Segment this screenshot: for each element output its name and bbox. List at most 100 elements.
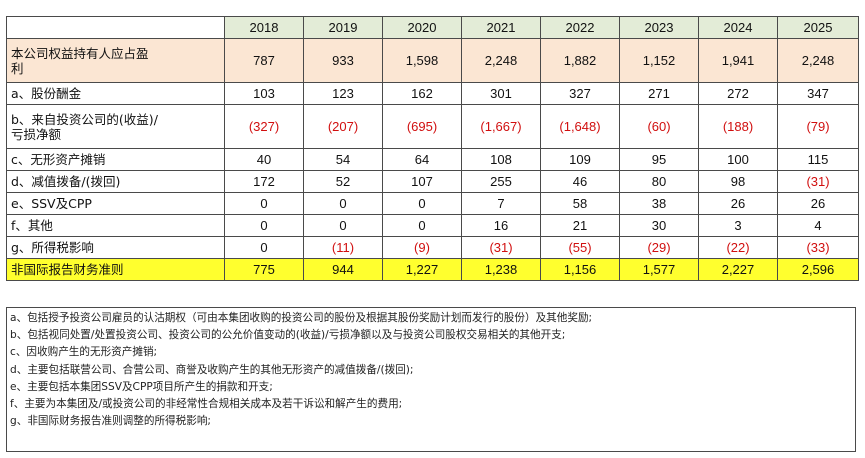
non-ifrs-reconciliation-table: 2018 2019 2020 2021 2022 2023 2024 2025 本公司权益持有人…	[6, 16, 859, 281]
value-cell: 40	[224, 148, 304, 171]
row-label: 本公司权益持有人应占盈 利	[6, 38, 225, 83]
value-cell: (55)	[540, 236, 620, 259]
value-cell: (22)	[698, 236, 778, 259]
value-cell: 0	[303, 214, 383, 237]
year-header-cell: 2025	[777, 16, 859, 39]
value-cell: 0	[382, 214, 462, 237]
value-cell: 1,227	[382, 258, 462, 281]
value-cell: 775	[224, 258, 304, 281]
value-cell: 7	[461, 192, 541, 215]
value-cell: 80	[619, 170, 699, 193]
footnote-line: f、主要为本集团及/或投资公司的非经常性合规相关成本及若干诉讼和解产生的费用;	[10, 398, 403, 411]
value-cell: (1,648)	[540, 104, 620, 149]
year-header-cell: 2019	[303, 16, 383, 39]
value-cell: (11)	[303, 236, 383, 259]
footnote-line: c、因收购产生的无形资产摊销;	[10, 346, 158, 359]
value-cell: 98	[698, 170, 778, 193]
value-cell: 26	[777, 192, 859, 215]
value-cell: (1,667)	[461, 104, 541, 149]
value-cell: 944	[303, 258, 383, 281]
row-label: e、SSV及CPP	[6, 192, 225, 215]
value-cell: 327	[540, 82, 620, 105]
value-cell: (79)	[777, 104, 859, 149]
value-cell: 52	[303, 170, 383, 193]
value-cell: 255	[461, 170, 541, 193]
footnote-line: b、包括视同处置/处置投资公司、投资公司的公允价值变动的(收益)/亏损净额以及与…	[10, 329, 566, 342]
table-row: g、所得税影响 0 (11) (9) (31) (55) (29) (22) (33)	[6, 236, 859, 259]
year-header-cell: 2018	[224, 16, 304, 39]
row-label: 非国际报告财务准则	[6, 258, 225, 281]
value-cell: 109	[540, 148, 620, 171]
value-cell: (188)	[698, 104, 778, 149]
footnote-line: a、包括授予投资公司雇员的认沽期权（可由本集团收购的投资公司的股份及根据其股份奖…	[10, 312, 593, 324]
year-header-cell: 2024	[698, 16, 778, 39]
row-label: g、所得税影响	[6, 236, 225, 259]
value-cell: 54	[303, 148, 383, 171]
value-cell: 108	[461, 148, 541, 171]
table-row: c、无形资产摊销 40 54 64 108 109 95 100 115	[6, 148, 859, 171]
value-cell: 933	[303, 38, 383, 83]
value-cell: 4	[777, 214, 859, 237]
value-cell: 0	[303, 192, 383, 215]
table-row: a、股份酬金 103 123 162 301 327 271 272 347	[6, 82, 859, 105]
footnotes: a、包括授予投资公司雇员的认沽期权（可由本集团收购的投资公司的股份及根据其股份奖…	[6, 307, 856, 452]
value-cell: 115	[777, 148, 859, 171]
value-cell: (29)	[619, 236, 699, 259]
value-cell: 2,227	[698, 258, 778, 281]
table-row: b、来自投资公司的(收益)/ 亏损净额 (327) (207) (695) (1,667…	[6, 104, 859, 149]
value-cell: 46	[540, 170, 620, 193]
value-cell: (9)	[382, 236, 462, 259]
value-cell: 38	[619, 192, 699, 215]
footnote-line: g、非国际财务报告准则调整的所得税影响;	[10, 415, 211, 428]
value-cell: 347	[777, 82, 859, 105]
value-cell: (31)	[777, 170, 859, 193]
value-cell: 0	[224, 192, 304, 215]
value-cell: 2,596	[777, 258, 859, 281]
profit-row: 本公司权益持有人应占盈 利 787 933 1,598 2,248 1,882 1,152 1…	[6, 38, 859, 83]
value-cell: 1,598	[382, 38, 462, 83]
value-cell: (207)	[303, 104, 383, 149]
financial-table-frame: 2018 2019 2020 2021 2022 2023 2024 2025 本公司权益持有人…	[6, 16, 859, 281]
value-cell: 162	[382, 82, 462, 105]
value-cell: 1,152	[619, 38, 699, 83]
value-cell: 2,248	[461, 38, 541, 83]
value-cell: 271	[619, 82, 699, 105]
year-header-cell: 2020	[382, 16, 462, 39]
value-cell: 0	[224, 236, 304, 259]
value-cell: 172	[224, 170, 304, 193]
value-cell: 95	[619, 148, 699, 171]
table-row: e、SSV及CPP 0 0 0 7 58 38 26 26	[6, 192, 859, 215]
year-header-cell: 2023	[619, 16, 699, 39]
value-cell: 3	[698, 214, 778, 237]
value-cell: 100	[698, 148, 778, 171]
value-cell: 16	[461, 214, 541, 237]
row-label: b、来自投资公司的(收益)/ 亏损净额	[6, 104, 225, 149]
value-cell: 107	[382, 170, 462, 193]
value-cell: 1,882	[540, 38, 620, 83]
value-cell: 21	[540, 214, 620, 237]
year-header-cell: 2021	[461, 16, 541, 39]
table-row: f、其他 0 0 0 16 21 30 3 4	[6, 214, 859, 237]
value-cell: (327)	[224, 104, 304, 149]
value-cell: 1,577	[619, 258, 699, 281]
value-cell: 26	[698, 192, 778, 215]
value-cell: 64	[382, 148, 462, 171]
value-cell: 1,238	[461, 258, 541, 281]
footnote-line: e、主要包括本集团SSV及CPP项目所产生的捐款和开支;	[10, 380, 273, 393]
total-row: 非国际报告财务准则 775 944 1,227 1,238 1,156 1,577 2,227…	[6, 258, 859, 281]
value-cell: 103	[224, 82, 304, 105]
value-cell: (60)	[619, 104, 699, 149]
value-cell: 2,248	[777, 38, 859, 83]
value-cell: 1,156	[540, 258, 620, 281]
value-cell: 58	[540, 192, 620, 215]
value-cell: 0	[382, 192, 462, 215]
row-label: a、股份酬金	[6, 82, 225, 105]
year-header-cell: 2022	[540, 16, 620, 39]
table-row: d、减值拨备/(拨回) 172 52 107 255 46 80 98 (31)	[6, 170, 859, 193]
value-cell: 301	[461, 82, 541, 105]
value-cell: 0	[224, 214, 304, 237]
value-cell: (695)	[382, 104, 462, 149]
footnote-line: d、主要包括联营公司、合营公司、商誉及收购产生的其他无形资产的减值拨备/(拨回)…	[10, 363, 414, 376]
header-corner-cell	[6, 16, 225, 39]
value-cell: 1,941	[698, 38, 778, 83]
